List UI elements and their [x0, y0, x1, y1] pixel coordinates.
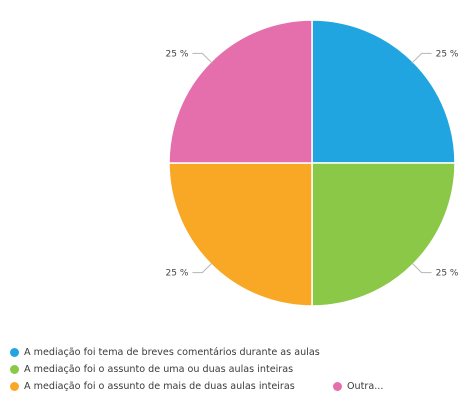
legend-label-4: Outra... [347, 381, 384, 392]
leader-line-2 [411, 262, 432, 274]
legend-swatch-2 [10, 365, 19, 374]
legend-item-3[interactable]: A mediação foi o assunto de mais de duas… [10, 381, 295, 392]
leader-line-4 [192, 52, 213, 64]
pie-slice-1[interactable] [311, 19, 456, 164]
legend-swatch-3 [10, 382, 19, 391]
pie-chart: 25 % 25 % 25 % 25 % [166, 19, 459, 307]
legend-label-1: A mediação foi tema de breves comentário… [24, 347, 320, 358]
pie-slice-4[interactable] [168, 19, 313, 164]
legend-label-3: A mediação foi o assunto de mais de duas… [24, 381, 295, 392]
leader-line-1 [411, 52, 432, 64]
legend-item-1[interactable]: A mediação foi tema de breves comentário… [10, 347, 320, 358]
slice-value-label-3: 25 % [166, 269, 189, 279]
pie-chart-svg: 25 % 25 % 25 % 25 % [166, 19, 459, 307]
pie-slice-2[interactable] [311, 162, 456, 307]
leader-line-3 [192, 262, 213, 274]
legend-item-2[interactable]: A mediação foi o assunto de uma ou duas … [10, 364, 293, 375]
legend-swatch-1 [10, 348, 19, 357]
pie-slice-3[interactable] [168, 162, 313, 307]
slice-value-label-1: 25 % [436, 49, 459, 59]
slice-value-label-2: 25 % [436, 269, 459, 279]
legend-item-4[interactable]: Outra... [333, 381, 383, 392]
legend-label-2: A mediação foi o assunto de uma ou duas … [24, 364, 294, 375]
slice-value-label-4: 25 % [166, 49, 189, 59]
legend-swatch-4 [333, 382, 342, 391]
